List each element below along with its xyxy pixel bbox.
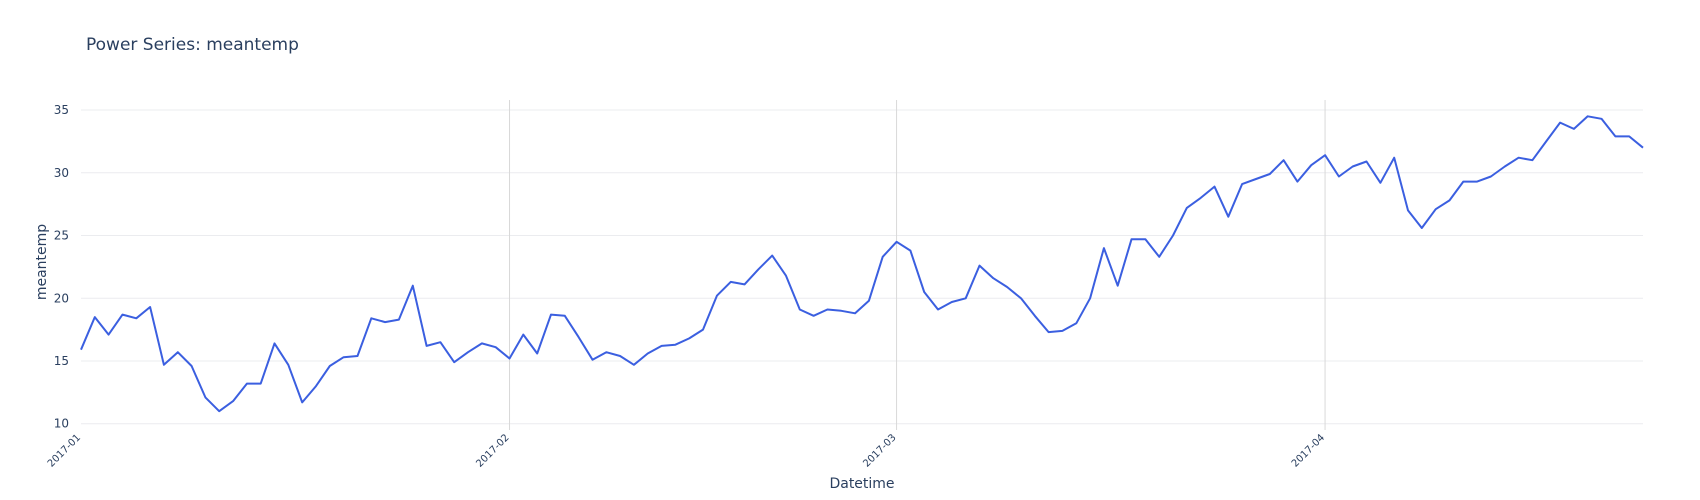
grid-lines [81, 100, 1643, 430]
series-line [80, 115, 1644, 413]
y-tick-label: 30 [54, 166, 69, 180]
y-axis-title: meantemp [34, 224, 50, 300]
y-tick-label: 25 [54, 229, 69, 243]
y-tick-label: 35 [54, 103, 69, 117]
chart-title: Power Series: meantemp [86, 35, 299, 55]
y-tick-label: 15 [54, 354, 69, 368]
y-tick-label: 10 [54, 417, 69, 431]
y-tick-label: 20 [54, 291, 69, 305]
y-axis: 10 15 20 25 30 35 [54, 103, 69, 431]
plot-area [80, 115, 1644, 413]
x-axis-title: Datetime [829, 476, 894, 492]
